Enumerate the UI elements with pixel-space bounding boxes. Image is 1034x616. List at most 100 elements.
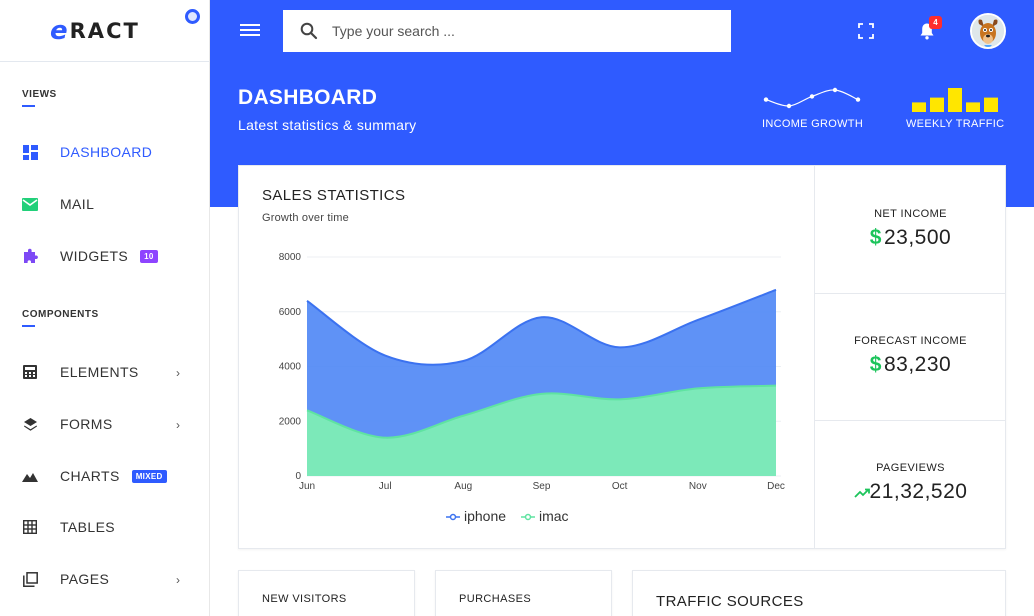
- sidebar-item-label: WIDGETS: [60, 248, 129, 264]
- chevron-right-icon: ›: [176, 573, 180, 587]
- dollar-icon: $: [869, 353, 882, 376]
- y-tick-label: 8000: [279, 252, 302, 263]
- traffic-sources-title: TRAFFIC SOURCES: [656, 593, 804, 610]
- mail-icon: [22, 196, 38, 212]
- sidebar-item-dashboard[interactable]: DASHBOARD: [0, 132, 209, 172]
- sidebar-item-charts[interactable]: CHARTS MIXED: [0, 456, 209, 496]
- legend-label[interactable]: iphone: [464, 508, 506, 524]
- sidebar-item-label: DASHBOARD: [60, 144, 153, 160]
- search-icon: [300, 22, 318, 40]
- purchases-title: PURCHASES: [459, 593, 532, 605]
- logo-text: RACT: [69, 18, 140, 43]
- dog-avatar-icon: [972, 15, 1004, 47]
- widgets-badge: 10: [140, 249, 158, 263]
- calculator-icon: [22, 364, 38, 380]
- stat-value: 23,500: [883, 226, 952, 249]
- sidebar-item-label: TABLES: [60, 519, 116, 535]
- stat-value-row: 21,32,520: [815, 480, 1006, 504]
- traffic-sources-card: TRAFFIC SOURCES: [632, 570, 1006, 616]
- line-imac: [306, 384, 777, 439]
- mountain-chart-icon: [22, 468, 38, 484]
- avatar[interactable]: [970, 13, 1006, 49]
- notifications-button[interactable]: 4: [919, 16, 942, 40]
- weekly-traffic-label: WEEKLY TRAFFIC: [906, 118, 1005, 130]
- chevron-right-icon: ›: [176, 366, 180, 380]
- purchases-card: PURCHASES: [435, 570, 612, 616]
- x-tick-label: Aug: [454, 481, 472, 492]
- weekly-traffic-bar: [966, 102, 980, 112]
- line-iphone: [306, 288, 777, 366]
- page-title: DASHBOARD: [238, 86, 378, 109]
- x-tick-label: Jul: [379, 481, 392, 492]
- stat-label: NET INCOME: [874, 208, 947, 220]
- sales-statistics-card: SALES STATISTICS Growth over time 0 2000 4…: [238, 165, 1006, 549]
- x-tick-label: Jun: [299, 481, 315, 492]
- layers-icon: [22, 416, 38, 432]
- y-tick-label: 6000: [279, 307, 302, 318]
- sidebar-toggle-radio[interactable]: [185, 9, 200, 24]
- y-tick-label: 0: [295, 471, 301, 482]
- sidebar-item-label: FORMS: [60, 416, 113, 432]
- divider: [815, 293, 1006, 294]
- section-label-components: COMPONENTS: [22, 309, 99, 327]
- x-tick-label: Oct: [612, 481, 628, 492]
- search-input[interactable]: [332, 23, 712, 39]
- top-bar: 4: [210, 0, 1034, 62]
- stat-label: PAGEVIEWS: [876, 462, 945, 474]
- chevron-right-icon: ›: [176, 418, 180, 432]
- weekly-traffic-bar: [984, 97, 998, 112]
- sidebar-item-forms[interactable]: FORMS ›: [0, 404, 209, 444]
- sidebar-item-widgets[interactable]: WIDGETS 10: [0, 236, 209, 276]
- sales-card-subtitle: Growth over time: [262, 212, 349, 224]
- sidebar-item-mail[interactable]: MAIL: [0, 184, 209, 224]
- search-box[interactable]: [283, 10, 731, 52]
- sidebar-item-tables[interactable]: TABLES: [0, 507, 209, 547]
- weekly-traffic-bar: [930, 97, 944, 112]
- sales-area-chart: 0 2000 4000 6000 8000 Jun Jul Aug Sep Oct Nov Dec ip…: [279, 252, 785, 524]
- x-tick-label: Dec: [767, 481, 785, 492]
- legend-marker: [524, 513, 532, 521]
- stat-net-income: NET INCOME $23,500: [815, 208, 1006, 250]
- dollar-icon: $: [869, 226, 882, 249]
- stat-value: 83,230: [883, 353, 952, 376]
- sidebar-item-elements[interactable]: ELEMENTS ›: [0, 352, 209, 392]
- card-divider: [814, 166, 815, 548]
- stat-label: FORECAST INCOME: [854, 335, 967, 347]
- charts-badge: MIXED: [131, 469, 167, 483]
- sidebar-item-label: CHARTS: [60, 468, 120, 484]
- income-growth-label: INCOME GROWTH: [762, 118, 864, 130]
- sidebar-item-label: ELEMENTS: [60, 364, 139, 380]
- income-growth-point: [809, 94, 815, 99]
- weekly-traffic-bar: [948, 88, 962, 112]
- stat-pageviews: PAGEVIEWS 21,32,520: [815, 462, 1006, 504]
- y-tick-label: 2000: [279, 416, 302, 427]
- y-tick-label: 4000: [279, 362, 302, 373]
- dashboard-icon: [22, 144, 38, 160]
- sidebar-item-pages[interactable]: PAGES ›: [0, 559, 209, 599]
- stat-value-row: $83,230: [815, 353, 1006, 377]
- stats-column: NET INCOME $23,500 FORECAST INCOME $83,2…: [815, 166, 1006, 548]
- stat-value: 21,32,520: [869, 480, 968, 503]
- income-growth-sparkline: [763, 87, 861, 109]
- puzzle-icon: [22, 248, 38, 264]
- divider: [815, 420, 1006, 421]
- income-growth-point: [763, 97, 769, 102]
- logo[interactable]: e RACT: [0, 0, 209, 62]
- new-visitors-card: NEW VISITORS: [238, 570, 415, 616]
- page-subtitle: Latest statistics & summary: [238, 117, 417, 133]
- stat-value-row: $23,500: [815, 226, 1006, 250]
- legend-label[interactable]: imac: [539, 508, 569, 524]
- grid-icon: [22, 519, 38, 535]
- sidebar-item-label: PAGES: [60, 571, 110, 587]
- notification-count-badge: 4: [929, 16, 942, 29]
- trending-up-icon: [853, 480, 870, 504]
- income-growth-point: [832, 87, 838, 93]
- section-label-views: VIEWS: [22, 89, 57, 107]
- income-growth-point: [855, 97, 861, 102]
- bell-icon: [919, 23, 935, 44]
- sidebar-item-label: MAIL: [60, 196, 95, 212]
- legend-marker: [449, 513, 457, 521]
- hamburger-menu-icon[interactable]: [240, 24, 260, 38]
- logo-letter: e: [50, 15, 68, 46]
- fullscreen-icon[interactable]: [858, 23, 874, 39]
